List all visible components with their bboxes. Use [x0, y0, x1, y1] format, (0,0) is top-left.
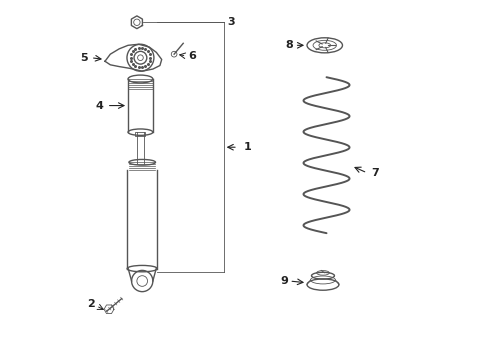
Text: 1: 1 — [243, 142, 251, 152]
Text: 7: 7 — [371, 168, 379, 178]
Text: 6: 6 — [188, 51, 196, 61]
Text: 5: 5 — [80, 53, 88, 63]
Text: 2: 2 — [87, 299, 95, 309]
Text: 8: 8 — [286, 40, 293, 50]
Text: 3: 3 — [227, 17, 235, 27]
Bar — [135, 132, 146, 136]
Text: 9: 9 — [280, 276, 288, 286]
Text: 4: 4 — [96, 100, 103, 111]
